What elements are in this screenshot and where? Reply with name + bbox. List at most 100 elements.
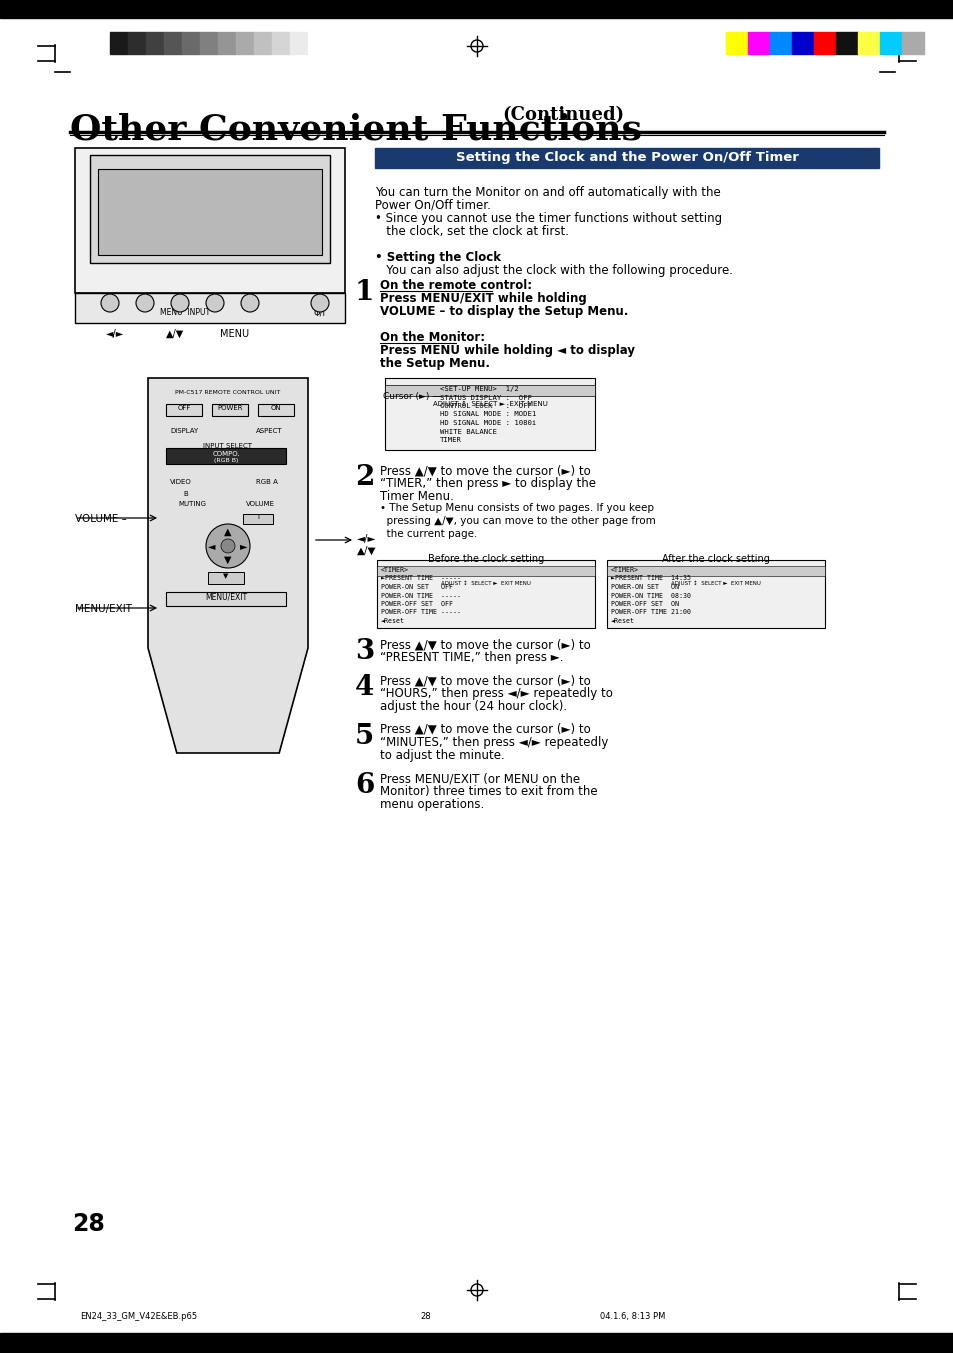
Polygon shape bbox=[148, 377, 308, 754]
Bar bbox=[235, 32, 253, 54]
Text: 04.1.6, 8:13 PM: 04.1.6, 8:13 PM bbox=[599, 1312, 664, 1321]
Bar bbox=[725, 32, 747, 54]
Text: “PRESENT TIME,” then press ►.: “PRESENT TIME,” then press ►. bbox=[379, 651, 563, 664]
Text: the Setup Menu.: the Setup Menu. bbox=[379, 357, 490, 369]
Text: ASPECT: ASPECT bbox=[255, 428, 282, 434]
Text: ADJUST ↕  SELECT ►  EXIT MENU: ADJUST ↕ SELECT ► EXIT MENU bbox=[432, 400, 547, 407]
Bar bbox=[75, 294, 345, 323]
Text: • Setting the Clock: • Setting the Clock bbox=[375, 252, 500, 264]
Text: <SET-UP MENU>  1/2: <SET-UP MENU> 1/2 bbox=[439, 386, 518, 392]
Text: HD SIGNAL MODE : 1080i: HD SIGNAL MODE : 1080i bbox=[439, 419, 536, 426]
Bar bbox=[813, 32, 835, 54]
Text: STATUS DISPLAY :  OFF: STATUS DISPLAY : OFF bbox=[439, 395, 532, 400]
Bar bbox=[879, 32, 901, 54]
Text: POWER-ON SET   OFF: POWER-ON SET OFF bbox=[380, 584, 453, 590]
Bar bbox=[98, 169, 322, 254]
Bar bbox=[901, 32, 923, 54]
Text: B: B bbox=[183, 491, 188, 497]
Circle shape bbox=[206, 294, 224, 313]
Text: VOLUME: VOLUME bbox=[246, 501, 274, 507]
Text: POWER-OFF TIME -----: POWER-OFF TIME ----- bbox=[380, 609, 460, 616]
Bar bbox=[791, 32, 813, 54]
Text: ▼: ▼ bbox=[224, 555, 232, 566]
Text: DISPLAY: DISPLAY bbox=[170, 428, 198, 434]
Text: 6: 6 bbox=[355, 773, 374, 800]
Text: Press ▲/▼ to move the cursor (►) to: Press ▲/▼ to move the cursor (►) to bbox=[379, 674, 590, 687]
Bar bbox=[0, 1333, 953, 1353]
Text: POWER-ON TIME  08:30: POWER-ON TIME 08:30 bbox=[610, 593, 690, 598]
Bar bbox=[385, 377, 595, 451]
Text: POWER-OFF SET  ON: POWER-OFF SET ON bbox=[610, 601, 679, 607]
Text: Press ▲/▼ to move the cursor (►) to: Press ▲/▼ to move the cursor (►) to bbox=[379, 723, 590, 736]
Text: ◄Reset: ◄Reset bbox=[610, 618, 635, 624]
Text: MUTING: MUTING bbox=[178, 501, 206, 507]
Bar bbox=[385, 386, 595, 396]
Bar bbox=[200, 32, 218, 54]
Text: 28: 28 bbox=[419, 1312, 430, 1321]
Text: “HOURS,” then press ◄/► repeatedly to: “HOURS,” then press ◄/► repeatedly to bbox=[379, 687, 612, 700]
Text: MENU/EXIT: MENU/EXIT bbox=[205, 593, 247, 601]
Text: “TIMER,” then press ► to display the: “TIMER,” then press ► to display the bbox=[379, 478, 596, 490]
Text: ▲/▼: ▲/▼ bbox=[166, 329, 184, 340]
Circle shape bbox=[311, 294, 329, 313]
Circle shape bbox=[221, 538, 234, 553]
Text: ▼: ▼ bbox=[223, 574, 229, 579]
Text: Before the clock setting: Before the clock setting bbox=[428, 553, 543, 564]
Text: • The Setup Menu consists of two pages. If you keep: • The Setup Menu consists of two pages. … bbox=[379, 503, 654, 513]
Bar bbox=[146, 32, 164, 54]
Text: ▲/▼: ▲/▼ bbox=[356, 547, 376, 556]
Text: “MINUTES,” then press ◄/► repeatedly: “MINUTES,” then press ◄/► repeatedly bbox=[379, 736, 608, 750]
Text: On the Monitor:: On the Monitor: bbox=[379, 331, 485, 344]
Circle shape bbox=[171, 294, 189, 313]
Text: ON: ON bbox=[271, 405, 281, 411]
Bar bbox=[75, 147, 345, 294]
Text: (RGB B): (RGB B) bbox=[213, 459, 238, 463]
Bar bbox=[208, 572, 244, 584]
Text: POWER-ON SET   ON: POWER-ON SET ON bbox=[610, 584, 679, 590]
Text: (Continued): (Continued) bbox=[501, 106, 623, 124]
Text: ►: ► bbox=[240, 541, 248, 551]
Text: Other Convenient Functions: Other Convenient Functions bbox=[70, 112, 641, 146]
Bar bbox=[253, 32, 272, 54]
Text: CONTROL LOCK   :  OFF: CONTROL LOCK : OFF bbox=[439, 403, 532, 409]
Text: VOLUME – to display the Setup Menu.: VOLUME – to display the Setup Menu. bbox=[379, 304, 628, 318]
Text: ◄/►: ◄/► bbox=[106, 329, 124, 340]
Text: Setting the Clock and the Power On/Off Timer: Setting the Clock and the Power On/Off T… bbox=[456, 152, 798, 165]
Text: 28: 28 bbox=[71, 1212, 105, 1237]
Text: the current page.: the current page. bbox=[379, 529, 476, 538]
Bar bbox=[243, 514, 273, 524]
Bar bbox=[376, 566, 595, 576]
Text: the clock, set the clock at first.: the clock, set the clock at first. bbox=[375, 225, 568, 238]
Text: TIMER: TIMER bbox=[439, 437, 461, 442]
Text: 2: 2 bbox=[355, 464, 374, 491]
Bar bbox=[290, 32, 308, 54]
Text: ADJUST ↕  SELECT ►  EXIT MENU: ADJUST ↕ SELECT ► EXIT MENU bbox=[440, 580, 531, 586]
Text: On the remote control:: On the remote control: bbox=[379, 279, 532, 292]
Text: MENU/EXIT: MENU/EXIT bbox=[75, 603, 132, 614]
Text: EN24_33_GM_V42E&EB.p65: EN24_33_GM_V42E&EB.p65 bbox=[80, 1312, 197, 1321]
Text: ►PRESENT TIME  -----: ►PRESENT TIME ----- bbox=[380, 575, 460, 582]
Text: You can also adjust the clock with the following procedure.: You can also adjust the clock with the f… bbox=[375, 264, 732, 277]
Circle shape bbox=[136, 294, 153, 313]
Bar bbox=[128, 32, 146, 54]
Text: ◄/►: ◄/► bbox=[356, 534, 376, 544]
Text: ◄: ◄ bbox=[208, 541, 215, 551]
Text: You can turn the Monitor on and off automatically with the: You can turn the Monitor on and off auto… bbox=[375, 185, 720, 199]
Text: Press MENU/EXIT while holding: Press MENU/EXIT while holding bbox=[379, 292, 586, 304]
Bar bbox=[272, 32, 290, 54]
Text: Cursor (►) —: Cursor (►) — bbox=[382, 392, 441, 400]
Text: ▲: ▲ bbox=[224, 528, 232, 537]
Circle shape bbox=[101, 294, 119, 313]
Text: <TIMER>: <TIMER> bbox=[610, 567, 639, 574]
Text: pressing ▲/▼, you can move to the other page from: pressing ▲/▼, you can move to the other … bbox=[379, 515, 655, 526]
Text: 4: 4 bbox=[355, 674, 374, 701]
Text: After the clock setting: After the clock setting bbox=[661, 553, 769, 564]
Bar bbox=[375, 147, 878, 168]
Text: VOLUME –: VOLUME – bbox=[75, 514, 127, 524]
Text: ►PRESENT TIME  14:35: ►PRESENT TIME 14:35 bbox=[610, 575, 690, 582]
Text: PM-C517 REMOTE CONTROL UNIT: PM-C517 REMOTE CONTROL UNIT bbox=[175, 390, 280, 395]
Text: <TIMER>: <TIMER> bbox=[380, 567, 409, 574]
Text: OFF: OFF bbox=[177, 405, 191, 411]
Text: Press ▲/▼ to move the cursor (►) to: Press ▲/▼ to move the cursor (►) to bbox=[379, 464, 590, 478]
Bar bbox=[308, 32, 326, 54]
